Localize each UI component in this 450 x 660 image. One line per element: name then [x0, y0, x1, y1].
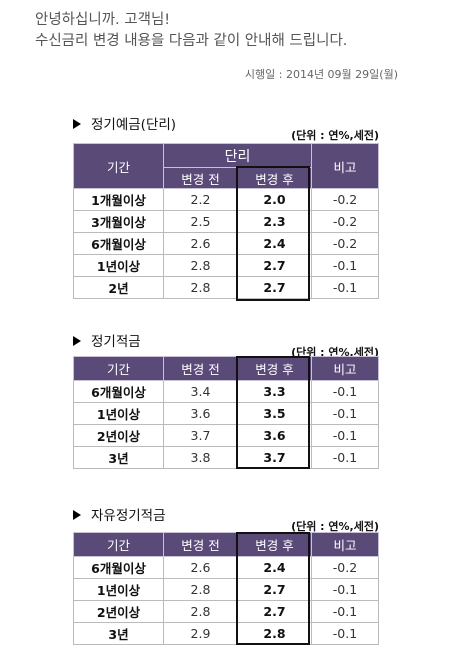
note-cell: -0.1: [311, 622, 379, 645]
table-row: 6개월이상 3.4 3.3 -0.1: [73, 380, 379, 403]
after-cell: 2.7: [237, 578, 312, 601]
period-cell: 2년이상: [73, 600, 164, 623]
table-row: 6개월이상 2.6 2.4 -0.2: [73, 232, 380, 255]
after-cell: 3.7: [237, 446, 312, 469]
before-cell: 2.8: [163, 254, 238, 277]
before-cell: 2.5: [163, 210, 238, 233]
before-cell: 2.9: [163, 622, 238, 645]
period-cell: 1년이상: [73, 578, 164, 601]
period-cell: 1개월이상: [73, 188, 164, 211]
header-period: 기간: [73, 356, 164, 381]
note-cell: -0.1: [311, 446, 379, 469]
after-cell: 2.7: [237, 600, 312, 623]
greeting-line-1: 안녕하십니까. 고객님!: [35, 12, 171, 28]
note-cell: -0.1: [311, 254, 380, 277]
after-cell: 2.4: [236, 232, 313, 255]
header-note: 비고: [311, 532, 379, 557]
before-cell: 3.8: [163, 446, 238, 469]
period-cell: 6개월이상: [73, 556, 164, 579]
triangle-right-icon: [73, 336, 81, 346]
header-before: 변경 전: [163, 356, 238, 381]
table-row: 1개월이상 2.2 2.0 -0.2: [73, 188, 380, 211]
table-row: 2년이상 3.7 3.6 -0.1: [73, 424, 379, 447]
rate-table-free-installment: 기간 변경 전 변경 후 비고 6개월이상 2.6 2.4 -0.2 1년이상 2.8 2.…: [73, 532, 379, 645]
triangle-right-icon: [73, 510, 81, 520]
table-row: 1년이상 3.6 3.5 -0.1: [73, 402, 379, 425]
after-cell: 2.8: [237, 622, 312, 645]
before-cell: 2.8: [163, 600, 238, 623]
note-cell: -0.1: [311, 600, 379, 623]
before-cell: 3.6: [163, 402, 238, 425]
table-row: 3개월이상 2.5 2.3 -0.2: [73, 210, 380, 233]
before-cell: 2.8: [163, 578, 238, 601]
before-cell: 3.7: [163, 424, 238, 447]
period-cell: 1년이상: [73, 254, 164, 277]
unit-label: (단위 : 연%,세전): [291, 129, 379, 142]
table-row: 6개월이상 2.6 2.4 -0.2: [73, 556, 379, 579]
note-cell: -0.2: [311, 210, 380, 233]
table-row: 3년 3.8 3.7 -0.1: [73, 446, 379, 469]
header-after: 변경 후: [237, 532, 312, 557]
table-row: 1년이상 2.8 2.7 -0.1: [73, 254, 380, 277]
header-before: 변경 전: [163, 167, 238, 189]
before-cell: 3.4: [163, 380, 238, 403]
after-cell: 3.3: [237, 380, 312, 403]
header-before: 변경 전: [163, 532, 238, 557]
note-cell: -0.1: [311, 402, 379, 425]
period-cell: 1년이상: [73, 402, 164, 425]
note-cell: -0.2: [311, 188, 380, 211]
unit-label: (단위 : 연%,세전): [291, 346, 379, 359]
note-cell: -0.2: [311, 556, 379, 579]
rate-table-deposit: 기간 단리 비고 변경 전 변경 후 1개월이상 2.2 2.0 -0.2 3개월이상 2…: [73, 143, 380, 299]
before-cell: 2.2: [163, 188, 238, 211]
after-cell: 2.7: [236, 276, 313, 299]
greeting-text: 안녕하십니까. 고객님! 수신금리 변경 내용을 다음과 같이 안내해 드립니다…: [35, 10, 347, 52]
period-cell: 3년: [73, 622, 164, 645]
after-cell: 3.6: [237, 424, 312, 447]
after-cell: 2.0: [236, 188, 313, 211]
period-cell: 6개월이상: [73, 232, 164, 255]
table-row: 3년 2.9 2.8 -0.1: [73, 622, 379, 645]
note-cell: -0.1: [311, 380, 379, 403]
section-title-deposit: 정기예금(단리): [73, 113, 176, 133]
header-period: 기간: [73, 532, 164, 557]
note-cell: -0.2: [311, 232, 380, 255]
header-period: 기간: [73, 143, 164, 189]
period-cell: 3년: [73, 446, 164, 469]
after-cell: 3.5: [237, 402, 312, 425]
period-cell: 6개월이상: [73, 380, 164, 403]
header-note: 비고: [311, 143, 380, 189]
note-cell: -0.1: [311, 578, 379, 601]
note-cell: -0.1: [311, 424, 379, 447]
note-cell: -0.1: [311, 276, 380, 299]
header-after: 변경 후: [237, 356, 312, 381]
period-cell: 2년: [73, 276, 164, 299]
unit-label: (단위 : 연%,세전): [291, 520, 379, 533]
before-cell: 2.6: [163, 556, 238, 579]
section-title-label: 정기예금(단리): [91, 117, 177, 133]
table-row: 1년이상 2.8 2.7 -0.1: [73, 578, 379, 601]
after-cell: 2.4: [237, 556, 312, 579]
period-cell: 2년이상: [73, 424, 164, 447]
header-after: 변경 후: [236, 167, 313, 189]
effective-date: 시행일 : 2014년 09월 29일(월): [244, 68, 398, 81]
after-cell: 2.3: [236, 210, 313, 233]
period-cell: 3개월이상: [73, 210, 164, 233]
table-row: 2년이상 2.8 2.7 -0.1: [73, 600, 379, 623]
greeting-line-2: 수신금리 변경 내용을 다음과 같이 안내해 드립니다.: [35, 33, 348, 49]
section-title-label: 자유정기적금: [91, 508, 166, 524]
before-cell: 2.6: [163, 232, 238, 255]
rate-table-installment: 기간 변경 전 변경 후 비고 6개월이상 3.4 3.3 -0.1 1년이상 3.6 3.…: [73, 356, 379, 469]
header-note: 비고: [311, 356, 379, 381]
section-title-label: 정기적금: [91, 334, 141, 350]
triangle-right-icon: [73, 119, 81, 129]
section-title-free-installment: 자유정기적금: [73, 504, 166, 524]
section-title-installment: 정기적금: [73, 330, 141, 350]
before-cell: 2.8: [163, 276, 238, 299]
table-row: 2년 2.8 2.7 -0.1: [73, 276, 380, 299]
after-cell: 2.7: [236, 254, 313, 277]
header-simple-interest: 단리: [162, 143, 313, 168]
